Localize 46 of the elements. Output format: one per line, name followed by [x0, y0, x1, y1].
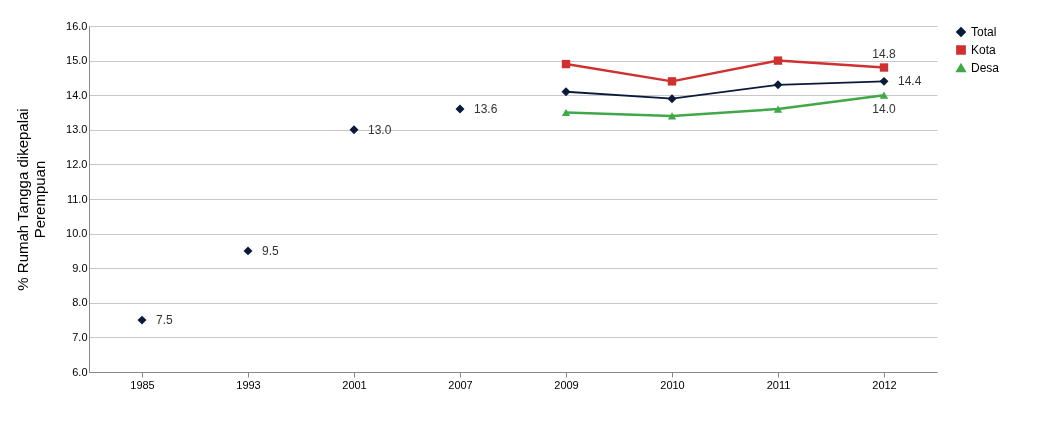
- point: [773, 56, 783, 65]
- point: [667, 77, 677, 86]
- point: [561, 87, 571, 97]
- point: [879, 91, 889, 99]
- point: [667, 94, 677, 104]
- point: [561, 108, 571, 117]
- point: [667, 112, 677, 120]
- x-tick-label: 1993: [236, 378, 261, 391]
- x-tick-label: 2010: [660, 378, 685, 391]
- y-tick-label: 12.0: [66, 157, 88, 170]
- x-tick-label: 1985: [130, 378, 155, 391]
- point: [773, 105, 783, 113]
- data-label: 14.8: [872, 46, 896, 61]
- data-label: 9.5: [262, 243, 280, 258]
- data-label: 13.6: [474, 102, 498, 117]
- y-tick-label: 7.0: [72, 330, 88, 343]
- point: [561, 59, 571, 69]
- point: [773, 80, 783, 90]
- point: [879, 63, 889, 72]
- y-tick-label: 9.0: [72, 261, 88, 274]
- point: [349, 125, 359, 135]
- y-tick-label: 11.0: [66, 192, 88, 205]
- data-label: 14.0: [872, 102, 896, 117]
- y-tick-label: 8.0: [72, 296, 88, 309]
- y-tick-label: 13.0: [66, 123, 88, 136]
- legend-label: Total: [971, 25, 997, 39]
- y-tick-label: 14.0: [66, 88, 88, 101]
- y-tick-label: 10.0: [66, 227, 88, 240]
- x-tick-label: 2011: [766, 378, 791, 391]
- x-tick-label: 2009: [554, 378, 579, 391]
- data-label: 13.0: [368, 122, 392, 137]
- y-tick-label: 6.0: [72, 365, 88, 378]
- y-axis-title: % Rumah Tangga dikepalai Perempuan: [14, 108, 49, 291]
- data-label: 7.5: [156, 313, 174, 328]
- y-tick-label: 15.0: [66, 54, 88, 67]
- legend-label: Kota: [971, 43, 997, 57]
- point: [137, 315, 147, 325]
- legend-label: Desa: [971, 61, 1000, 75]
- y-tick-label: 16.0: [66, 19, 88, 32]
- point: [455, 104, 465, 114]
- x-tick-label: 2012: [872, 378, 897, 391]
- point: [243, 246, 253, 256]
- x-tick-label: 2001: [342, 378, 367, 391]
- data-label: 14.4: [898, 74, 922, 89]
- point: [879, 76, 889, 86]
- x-tick-label: 2007: [448, 378, 473, 391]
